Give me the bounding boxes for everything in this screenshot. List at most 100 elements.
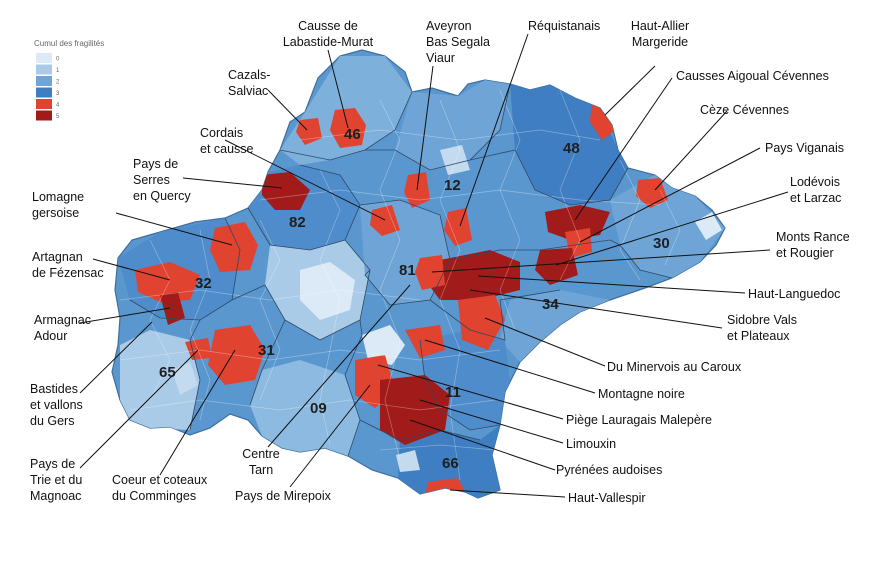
callout-mirepoix: Pays de Mirepoix	[235, 489, 332, 503]
patch-ariege	[250, 360, 360, 456]
legend-label-2: 2	[56, 80, 60, 86]
callout-haut-allier: Haut-Allier Margeride	[631, 19, 689, 49]
leader-haut-languedoc	[477, 275, 746, 294]
patch-gard	[610, 175, 725, 278]
leader-causse-labastide	[327, 49, 349, 129]
region	[111, 49, 726, 499]
callout-ceze-cevennes: Cèze Cévennes	[700, 103, 789, 117]
leader-mirepoix	[289, 384, 371, 488]
leader-trie-magnoac	[79, 349, 199, 469]
callout-causses-aigoual: Causses Aigoual Cévennes	[676, 69, 829, 83]
leader-monts-rance	[431, 249, 771, 273]
leader-armagnac	[79, 307, 171, 324]
legend-swatches: 0 1 2 3 4 5	[36, 53, 60, 121]
patch-pyrenees-orientales	[398, 425, 500, 498]
callout-cordais: Cordais et causse	[200, 126, 254, 156]
leader-aveyron-bas-segala	[416, 65, 434, 191]
callout-monts-rance: Monts Rance et Rougier	[776, 230, 850, 260]
dept-label-34: 34	[542, 296, 559, 313]
callout-limouxin: Limouxin	[566, 437, 616, 451]
legend-label-3: 3	[56, 91, 60, 97]
territory-monts-rance	[415, 255, 445, 290]
leader-sidobre	[469, 289, 723, 329]
callout-aveyron-bas-segala: Aveyron Bas Segala Viaur	[426, 19, 490, 65]
callout-haut-languedoc: Haut-Languedoc	[748, 287, 840, 301]
patch-light-5	[396, 450, 420, 472]
legend-label-0: 0	[56, 57, 60, 63]
callout-piege-lauragais: Piège Lauragais Malepère	[566, 413, 712, 427]
leader-minervois	[484, 317, 606, 367]
callout-serres-quercy: Pays de Serres en Quercy	[133, 157, 191, 203]
callout-artagnan: Artagnan de Fézensac	[32, 250, 104, 280]
callout-pays-viganais: Pays Viganais	[765, 141, 844, 155]
leader-requistanais	[459, 33, 529, 227]
callout-bastides: Bastides et vallons du Gers	[30, 382, 83, 428]
dept-label-81: 81	[399, 262, 416, 279]
callout-requistanais: Réquistanais	[528, 19, 600, 33]
patch-light-4	[440, 145, 470, 175]
legend-label-1: 1	[56, 68, 60, 74]
patch-herault	[500, 290, 610, 362]
legend-swatch-1	[36, 64, 52, 75]
patch-light-1	[362, 325, 405, 365]
legend-title: Cumul des fragilités	[34, 39, 104, 48]
leader-pays-viganais	[579, 147, 761, 243]
leader-ceze-cevennes	[654, 110, 728, 191]
dept-label-32: 32	[195, 275, 212, 292]
leader-cordais	[224, 139, 386, 221]
leader-piege-lauragais	[377, 364, 564, 420]
dept-label-12: 12	[444, 177, 461, 194]
leader-artagnan	[92, 258, 171, 281]
territory-requistanais	[444, 208, 472, 246]
leader-centre-tarn	[267, 284, 411, 448]
territory-montagne-noire	[405, 325, 445, 358]
legend-swatch-2	[36, 76, 52, 86]
leader-serres-quercy	[182, 177, 283, 189]
dept-label-09: 09	[310, 400, 327, 417]
leader-bastides	[79, 321, 153, 394]
leader-haut-vallespir	[449, 489, 566, 498]
legend-swatch-5	[36, 110, 52, 121]
legend-label-5: 5	[56, 114, 60, 120]
leader-haut-allier	[604, 65, 656, 116]
dept-label-48: 48	[563, 140, 580, 157]
callout-pyrenees-audoises: Pyrénées audoises	[556, 463, 662, 477]
legend-label-4: 4	[56, 103, 60, 109]
dept-label-31: 31	[258, 342, 275, 359]
callout-trie-magnoac: Pays de Trie et du Magnoac	[30, 457, 82, 503]
legend-swatch-4	[36, 99, 52, 109]
legend-swatch-0	[36, 53, 52, 63]
territory-cevennes	[545, 205, 610, 240]
callout-sidobre: Sidobre Vals et Plateaux	[727, 313, 797, 343]
leader-limouxin	[419, 399, 564, 444]
legend: Cumul des fragilités 0 1 2 3 4 5	[34, 39, 104, 121]
leader-causses-aigoual	[574, 77, 673, 221]
patch-light-3	[172, 362, 198, 395]
dept-label-65: 65	[159, 364, 176, 381]
callout-haut-vallespir: Haut-Vallespir	[568, 491, 646, 505]
patch-toulouse-light	[300, 262, 355, 320]
territory-patches	[118, 56, 725, 498]
callout-armagnac: Armagnac Adour	[34, 313, 91, 343]
callout-lomagne: Lomagne gersoise	[32, 190, 84, 220]
callout-cazals: Cazals-Salviac	[228, 68, 270, 98]
callout-centre-tarn: Centre Tarn	[242, 447, 280, 477]
leader-cazals	[267, 89, 308, 131]
callout-minervois: Du Minervois au Caroux	[607, 360, 742, 374]
patch-aveyron-north	[395, 80, 510, 170]
callout-lodevois: Lodévois et Larzac	[790, 175, 841, 205]
leader-lines	[79, 33, 789, 498]
dept-label-46: 46	[344, 126, 361, 143]
territory-armagnac-adour	[160, 292, 185, 325]
leader-lomagne	[115, 212, 233, 246]
territory-coteaux-comminges	[208, 325, 265, 385]
legend-swatch-3	[36, 87, 52, 98]
callout-causse-labastide: Causse de Labastide-Murat	[283, 19, 374, 49]
leader-lodevois	[555, 191, 789, 266]
dept-label-82: 82	[289, 214, 306, 231]
dept-label-30: 30	[653, 235, 670, 252]
territory-lodevois-larzac	[535, 248, 578, 285]
territory-lomagne-gersoise	[210, 222, 258, 272]
patch-hautes-pyrenees	[120, 330, 200, 430]
